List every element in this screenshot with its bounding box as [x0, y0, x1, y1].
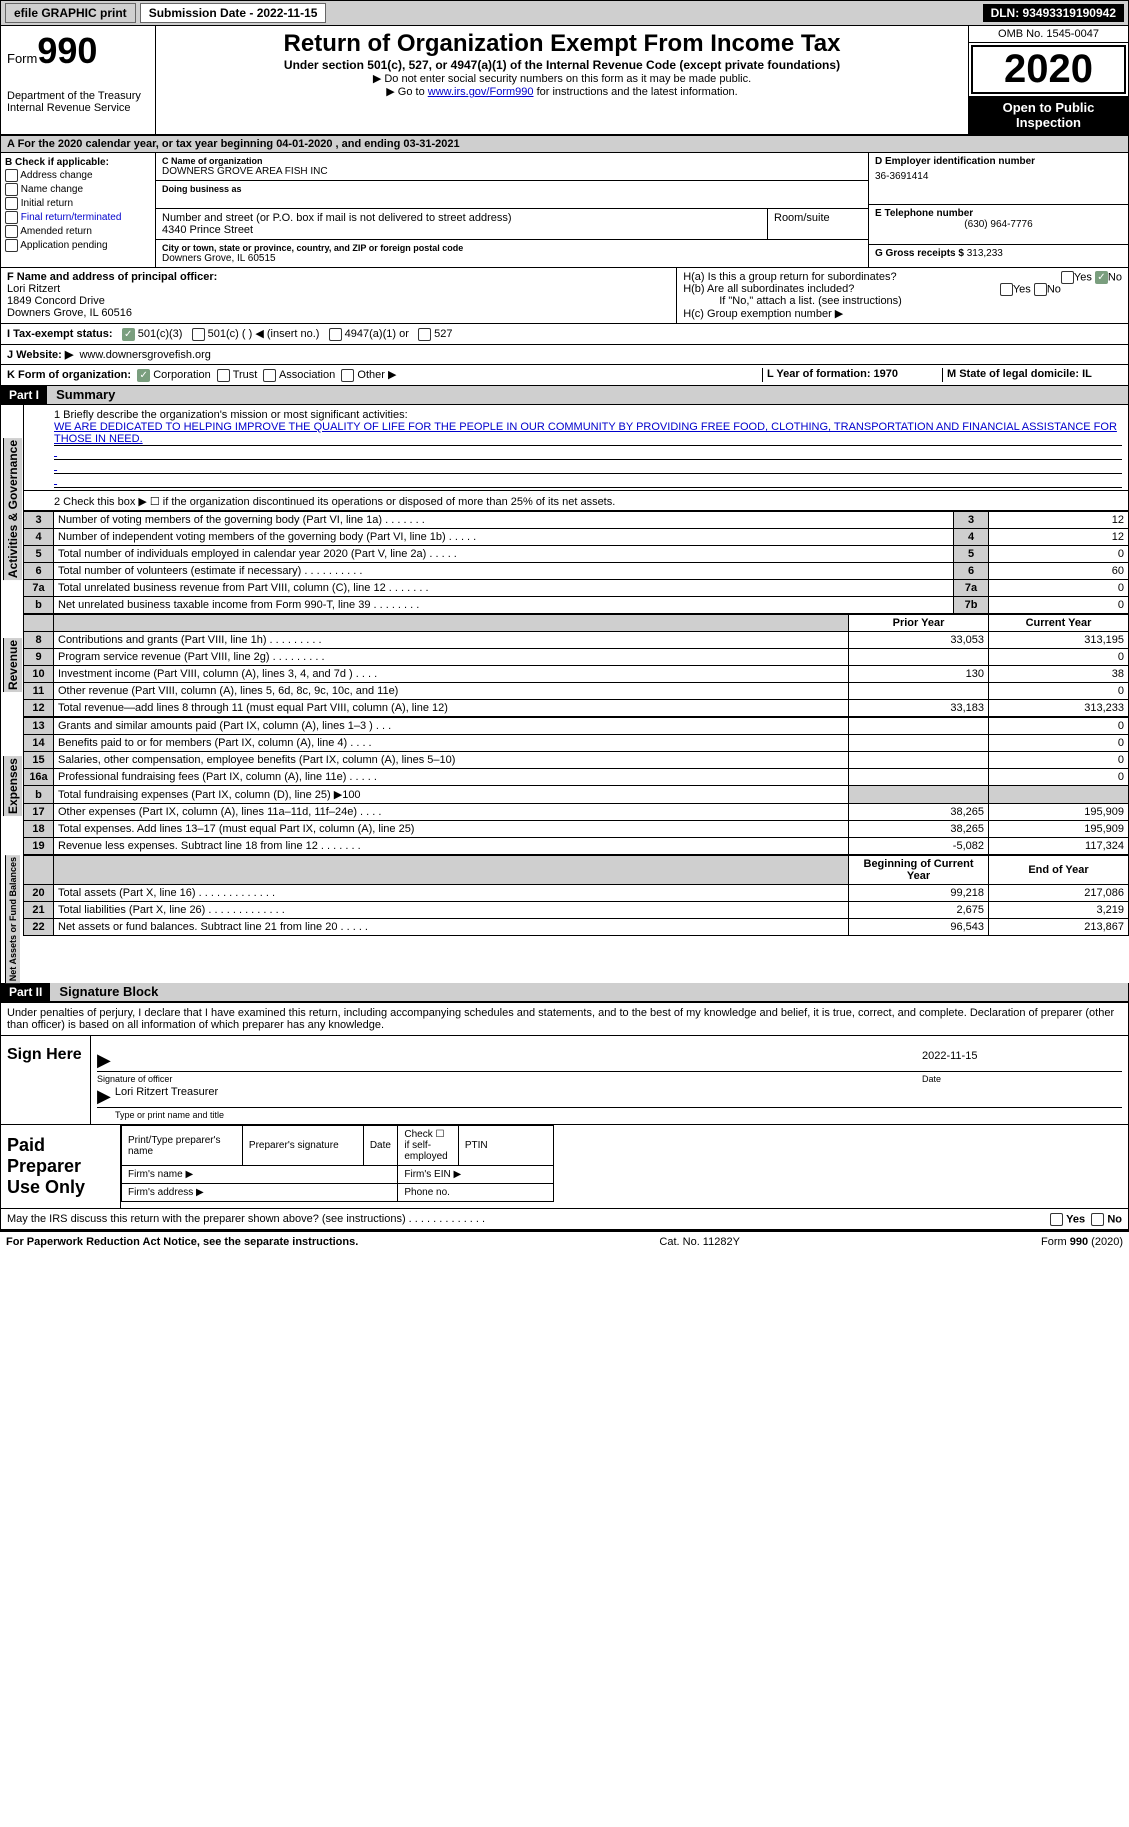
vlabel-revenue: Revenue: [3, 638, 22, 692]
row-i-tax-status: I Tax-exempt status: ✓ 501(c)(3) 501(c) …: [0, 324, 1129, 345]
vlabel-netassets: Net Assets or Fund Balances: [5, 855, 20, 983]
part1-header: Part I: [1, 386, 47, 404]
state-domicile: M State of legal domicile: IL: [947, 368, 1092, 380]
note-link: ▶ Go to www.irs.gov/Form990 for instruct…: [160, 85, 964, 98]
sign-here-label: Sign Here: [1, 1036, 91, 1124]
row-j-website: J Website: ▶ www.downersgrovefish.org: [0, 345, 1129, 365]
perjury-declaration: Under penalties of perjury, I declare th…: [1, 1003, 1128, 1036]
expenses-table: 13Grants and similar amounts paid (Part …: [23, 717, 1129, 855]
discuss-preparer: May the IRS discuss this return with the…: [1, 1208, 1128, 1229]
org-name: DOWNERS GROVE AREA FISH INC: [162, 166, 862, 177]
chk-corp[interactable]: ✓: [137, 369, 150, 382]
form-ref: Form 990 (2020): [1041, 1236, 1123, 1248]
row-k: K Form of organization: ✓ Corporation Tr…: [0, 365, 1129, 386]
section-identity: B Check if applicable: Address change Na…: [0, 153, 1129, 268]
sig-officer-label: Signature of officer: [97, 1074, 922, 1084]
city-label: City or town, state or province, country…: [162, 243, 862, 253]
efile-print-button[interactable]: efile GRAPHIC print: [5, 3, 136, 23]
form-title: Return of Organization Exempt From Incom…: [160, 30, 964, 58]
gross-label: G Gross receipts $: [875, 248, 964, 259]
chk-app-pending[interactable]: Application pending: [5, 239, 151, 252]
part2-header: Part II: [1, 983, 50, 1001]
chk-final-return[interactable]: Final return/terminated: [5, 211, 151, 224]
org-name-label: C Name of organization: [162, 156, 862, 166]
open-inspection: Open to Public Inspection: [969, 96, 1128, 134]
type-name-label: Type or print name and title: [91, 1110, 1128, 1124]
tax-year: 2020: [971, 45, 1126, 94]
arrow-icon: ▶: [97, 1050, 111, 1071]
paperwork-notice: For Paperwork Reduction Act Notice, see …: [6, 1236, 358, 1248]
signature-block: Under penalties of perjury, I declare th…: [0, 1002, 1129, 1230]
hb-note: If "No," attach a list. (see instruction…: [683, 295, 1122, 307]
chk-527[interactable]: [418, 328, 431, 341]
gross-receipts: 313,233: [967, 248, 1003, 259]
vlabel-expenses: Expenses: [3, 756, 22, 816]
line-a: A For the 2020 calendar year, or tax yea…: [0, 134, 1129, 153]
website: www.downersgrovefish.org: [79, 349, 210, 361]
dba-label: Doing business as: [162, 184, 862, 194]
hc-exemption: H(c) Group exemption number ▶: [683, 307, 1122, 320]
officer-addr2: Downers Grove, IL 60516: [7, 307, 670, 319]
irs-link[interactable]: www.irs.gov/Form990: [428, 86, 534, 98]
ein: 36-3691414: [875, 171, 1122, 182]
vlabel-activities: Activities & Governance: [3, 438, 22, 580]
telephone: (630) 964-7776: [875, 219, 1122, 230]
city-state-zip: Downers Grove, IL 60515: [162, 253, 862, 264]
page-footer: For Paperwork Reduction Act Notice, see …: [0, 1230, 1129, 1252]
part1-title: Summary: [50, 385, 121, 404]
chk-assoc[interactable]: [263, 369, 276, 382]
hb-subordinates: H(b) Are all subordinates included? Yes …: [683, 283, 1122, 295]
submission-date: Submission Date - 2022-11-15: [140, 3, 327, 23]
chk-amended[interactable]: Amended return: [5, 225, 151, 238]
chk-other[interactable]: [341, 369, 354, 382]
q1-label: 1 Briefly describe the organization's mi…: [54, 409, 1122, 421]
ein-label: D Employer identification number: [875, 156, 1122, 167]
sig-date: 2022-11-15: [922, 1050, 1122, 1071]
col-b-header: B Check if applicable:: [5, 157, 151, 168]
room-label: Room/suite: [774, 212, 862, 224]
officer-name-title: Lori Ritzert Treasurer: [115, 1086, 218, 1107]
arrow-icon: ▶: [97, 1086, 111, 1107]
cat-no: Cat. No. 11282Y: [659, 1236, 740, 1248]
officer-addr1: 1849 Concord Drive: [7, 295, 670, 307]
street-address: 4340 Prince Street: [162, 224, 761, 236]
netassets-table: Beginning of Current YearEnd of Year 20T…: [23, 855, 1129, 936]
revenue-table: Prior YearCurrent Year 8Contributions an…: [23, 614, 1129, 717]
chk-4947[interactable]: [329, 328, 342, 341]
governance-table: 3Number of voting members of the governi…: [23, 511, 1129, 614]
chk-501c[interactable]: [192, 328, 205, 341]
tel-label: E Telephone number: [875, 208, 1122, 219]
preparer-table: Print/Type preparer's name Preparer's si…: [121, 1125, 554, 1202]
chk-trust[interactable]: [217, 369, 230, 382]
mission-text: WE ARE DEDICATED TO HELPING IMPROVE THE …: [54, 421, 1122, 446]
chk-address-change[interactable]: Address change: [5, 169, 151, 182]
addr-label: Number and street (or P.O. box if mail i…: [162, 212, 761, 224]
year-formation: L Year of formation: 1970: [767, 368, 898, 380]
form-number: Form990: [7, 30, 149, 72]
dln: DLN: 93493319190942: [983, 4, 1124, 22]
chk-initial-return[interactable]: Initial return: [5, 197, 151, 210]
chk-501c3[interactable]: ✓: [122, 328, 135, 341]
note-ssn: ▶ Do not enter social security numbers o…: [160, 72, 964, 85]
ha-group-return: H(a) Is this a group return for subordin…: [683, 271, 1122, 283]
form-header: Form990 Department of the Treasury Inter…: [0, 26, 1129, 134]
omb-number: OMB No. 1545-0047: [969, 26, 1128, 43]
part2-title: Signature Block: [53, 982, 164, 1001]
dept-treasury: Department of the Treasury Internal Reve…: [7, 90, 149, 114]
form-subtitle: Under section 501(c), 527, or 4947(a)(1)…: [160, 58, 964, 72]
q2-discontinued: 2 Check this box ▶ ☐ if the organization…: [23, 491, 1129, 511]
date-label: Date: [922, 1074, 1122, 1084]
top-bar: efile GRAPHIC print Submission Date - 20…: [0, 0, 1129, 26]
officer-name: Lori Ritzert: [7, 283, 670, 295]
chk-name-change[interactable]: Name change: [5, 183, 151, 196]
row-fh: F Name and address of principal officer:…: [0, 268, 1129, 324]
paid-preparer-label: Paid Preparer Use Only: [1, 1125, 121, 1208]
